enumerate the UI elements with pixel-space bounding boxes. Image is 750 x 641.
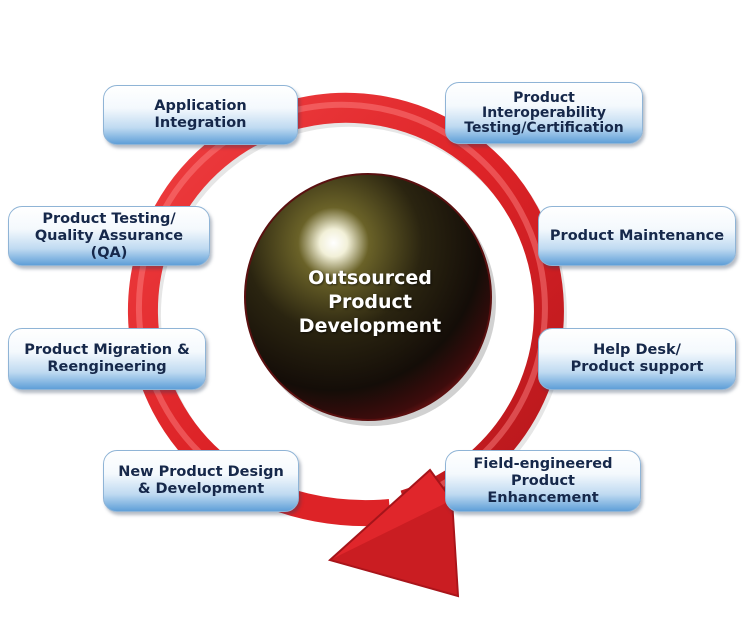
step-field-engineered: Field-engineered Product Enhancement [445,450,641,512]
cycle-ring-highlight [135,101,548,505]
step-help-desk: Help Desk/ Product support [538,328,736,390]
cycle-ring [127,92,564,520]
center-title-line2: Development [298,315,442,337]
step-product-migration: Product Migration & Reengineering [8,328,206,390]
step-interoperability-testing: Product Interoperability Testing/Certifi… [445,82,643,144]
step-new-product-design: New Product Design & Development [103,450,299,512]
center-sphere [244,173,492,421]
cycle-arrowhead-shade [330,500,458,596]
step-application-integration: Application Integration [103,85,298,145]
step-product-maintenance: Product Maintenance [538,206,736,266]
center-title-line1: Outsourced Product [308,267,432,313]
step-product-testing-qa: Product Testing/ Quality Assurance (QA) [8,206,210,266]
center-title: Outsourced Product Development [265,266,475,338]
